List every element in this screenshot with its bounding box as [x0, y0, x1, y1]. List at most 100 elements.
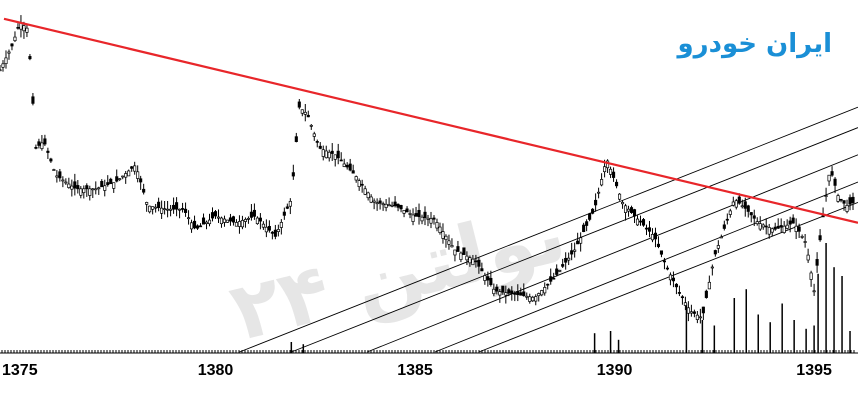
candle [88, 185, 92, 201]
channel-line [291, 127, 858, 353]
x-tick-label: 1395 [796, 362, 832, 379]
candle-body [641, 219, 646, 226]
candle-body [626, 208, 631, 212]
candle [133, 161, 137, 175]
candle-body [603, 166, 607, 173]
candle [671, 271, 675, 288]
candle [785, 219, 789, 230]
candle-body [396, 203, 400, 208]
candle [594, 193, 598, 212]
candle-body [10, 43, 14, 47]
candle-body [725, 218, 729, 221]
candle-body [656, 243, 661, 247]
candle-body [94, 188, 98, 191]
candle-body [761, 224, 765, 228]
candle-body [561, 264, 565, 267]
candle-body [246, 218, 250, 220]
candle-body [692, 311, 696, 314]
candle-body [519, 292, 523, 296]
candle [845, 199, 849, 214]
candle-body [767, 227, 771, 235]
candle-body [204, 221, 209, 224]
candle-body [498, 291, 502, 296]
candle-body [779, 225, 783, 228]
candle [127, 169, 131, 177]
candle-body [612, 171, 616, 178]
candle-body [459, 252, 463, 260]
candle [638, 215, 643, 226]
candle-body [650, 234, 655, 241]
candle-body [216, 216, 221, 219]
candle-body [677, 292, 681, 294]
candle [136, 165, 140, 183]
candle [312, 131, 316, 141]
candle-body [662, 260, 667, 263]
candle [531, 295, 535, 303]
candle [348, 158, 352, 172]
candle [121, 175, 125, 180]
candle-body [85, 185, 89, 190]
candle [791, 214, 795, 224]
candle-body [489, 277, 493, 286]
candle [495, 284, 499, 295]
candle [366, 191, 370, 201]
candle [540, 289, 544, 297]
candle-body [537, 293, 541, 297]
candle-body [148, 205, 152, 213]
candle [270, 231, 274, 240]
candle-body [689, 311, 693, 314]
candle [55, 170, 59, 183]
candle-body [154, 206, 158, 209]
candle [764, 218, 768, 235]
candle [363, 185, 367, 196]
candle-body [258, 217, 262, 222]
candle-body [321, 149, 325, 157]
candle [456, 240, 460, 252]
candle [357, 178, 361, 191]
candle-body [82, 188, 86, 194]
candle-body [615, 181, 619, 187]
candle [213, 209, 218, 219]
candle-body [213, 211, 218, 217]
candle-body [794, 225, 798, 232]
candle-body [800, 236, 804, 238]
candle [339, 152, 343, 162]
candle-body [791, 217, 795, 224]
candle [507, 287, 511, 297]
candle-body [255, 217, 259, 225]
candle [276, 224, 280, 237]
candle [279, 219, 283, 235]
candle [848, 194, 852, 211]
candle-body [468, 257, 472, 264]
candle-body [420, 216, 424, 222]
candle [516, 284, 520, 302]
candle-body [46, 150, 50, 153]
candle [662, 257, 667, 270]
candle-body [73, 181, 77, 189]
candle-body [399, 205, 403, 210]
candle-body [782, 225, 786, 233]
trendline [3, 17, 858, 224]
candle [330, 143, 334, 161]
candle [462, 247, 466, 255]
candle-body [477, 259, 481, 267]
candle-body [133, 165, 137, 172]
candle-body [303, 111, 307, 115]
candle [1, 60, 5, 72]
candle [151, 206, 155, 215]
candle [767, 223, 771, 239]
candle-body [366, 192, 370, 199]
candle [420, 214, 424, 225]
candle-body [746, 205, 750, 212]
candle-body [576, 240, 580, 245]
candle [372, 198, 376, 210]
candle-body [462, 247, 466, 255]
candle [294, 132, 298, 143]
candle-body [453, 249, 457, 256]
candle [480, 262, 484, 272]
candle [91, 188, 95, 199]
candle [749, 211, 753, 223]
candle [160, 200, 164, 219]
candle-body [821, 215, 825, 218]
candle-body [288, 200, 292, 207]
